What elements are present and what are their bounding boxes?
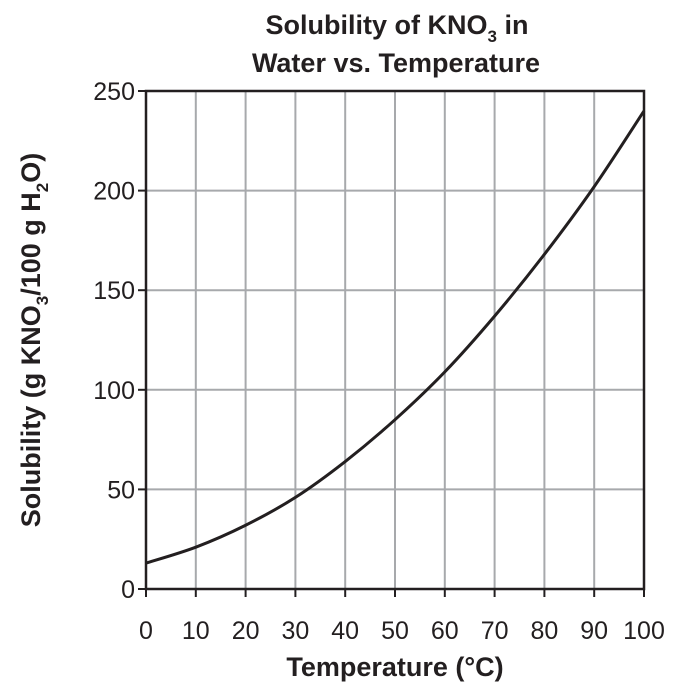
x-tick-label: 10 — [182, 617, 210, 645]
x-tick-label: 60 — [431, 617, 459, 645]
y-axis-title-part-2: /100 g H — [16, 192, 46, 296]
y-axis-title-part-3: O) — [16, 153, 46, 183]
y-axis-title: Solubility (g KNO3/100 g H2O) — [16, 153, 52, 527]
x-tick-label: 20 — [232, 617, 260, 645]
chart-title-subscript: 3 — [488, 27, 497, 46]
y-tick-label: 200 — [93, 178, 135, 206]
y-axis-title-part-1: Solubility (g KNO — [16, 305, 46, 527]
y-axis-title-subscript-1: 3 — [33, 296, 52, 305]
curve-layer — [145, 110, 646, 565]
y-tick-label: 250 — [93, 78, 135, 106]
chart-title-line-1: Solubility of KNO3 in — [266, 10, 529, 46]
x-tick-label: 80 — [530, 617, 558, 645]
x-tick-label: 40 — [331, 617, 359, 645]
chart-title-text: Solubility of KNO — [266, 10, 488, 40]
chart-title-line-2: Water vs. Temperature — [252, 48, 540, 78]
x-axis-title: Temperature (°C) — [286, 652, 503, 682]
y-tick-label: 0 — [121, 576, 135, 604]
y-axis-title-subscript-2: 2 — [33, 183, 52, 192]
x-tick-label: 70 — [481, 617, 509, 645]
y-tick-label: 50 — [107, 476, 135, 504]
grid — [146, 91, 644, 589]
x-tick-label: 50 — [381, 617, 409, 645]
x-tick-label: 100 — [623, 617, 665, 645]
y-tick-label: 100 — [93, 377, 135, 405]
solubility-curve — [145, 110, 646, 565]
axis-ticks: 0 10 20 30 40 50 60 70 80 90 100 0 50 100 150 200 250 — [93, 78, 665, 645]
chart-title-text-end: in — [497, 10, 529, 40]
x-tick-label: 30 — [281, 617, 309, 645]
y-tick-label: 150 — [93, 277, 135, 305]
x-tick-label: 90 — [580, 617, 608, 645]
x-tick-label: 0 — [139, 617, 153, 645]
